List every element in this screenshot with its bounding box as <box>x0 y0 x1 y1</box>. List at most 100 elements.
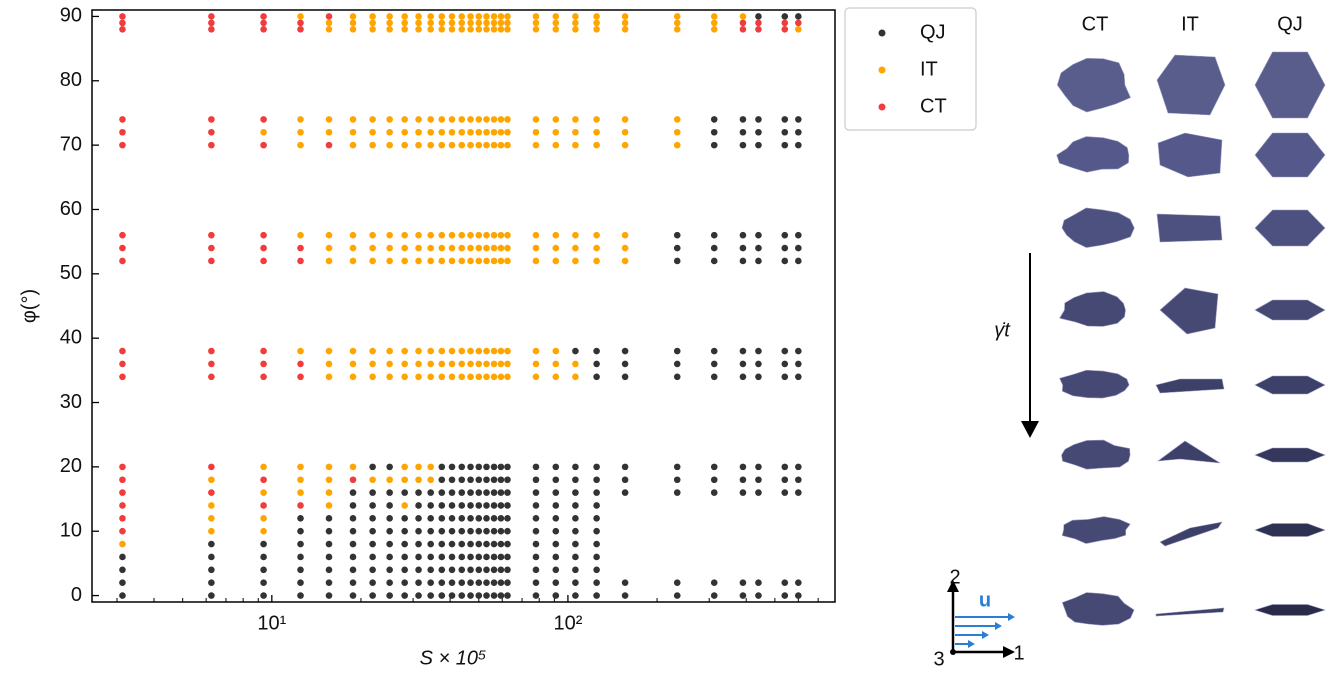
point <box>349 476 357 484</box>
point <box>260 489 267 496</box>
point <box>532 566 540 574</box>
point <box>325 373 333 381</box>
point <box>504 489 511 496</box>
point <box>467 19 474 27</box>
point <box>490 116 498 123</box>
point <box>795 257 802 265</box>
point <box>710 19 718 27</box>
column-header: IT <box>1181 13 1199 35</box>
point <box>458 13 466 20</box>
point <box>260 244 267 252</box>
point <box>795 489 802 496</box>
point <box>349 515 357 522</box>
point <box>260 373 267 381</box>
point <box>386 527 393 535</box>
point <box>739 476 747 484</box>
point <box>401 489 408 496</box>
point <box>349 360 357 368</box>
point <box>427 502 434 509</box>
point <box>427 540 434 548</box>
point <box>369 360 376 368</box>
point <box>593 26 600 33</box>
point <box>593 231 600 239</box>
point <box>673 579 681 586</box>
point <box>490 373 498 381</box>
point <box>504 257 511 265</box>
point <box>552 13 560 20</box>
point <box>438 244 446 252</box>
point <box>458 257 466 265</box>
point <box>532 515 540 522</box>
point <box>483 476 490 484</box>
point <box>781 128 789 136</box>
point <box>673 463 681 471</box>
sheet-shape <box>1159 521 1223 547</box>
point <box>415 566 422 574</box>
point <box>208 231 215 239</box>
point <box>458 527 466 535</box>
point <box>297 553 304 561</box>
point <box>427 13 434 20</box>
point <box>260 347 267 355</box>
point <box>386 26 393 33</box>
point <box>401 373 408 381</box>
point <box>781 476 789 484</box>
point <box>593 360 600 368</box>
point <box>427 347 434 355</box>
point <box>401 476 408 484</box>
point <box>593 128 600 136</box>
y-tick-label: 50 <box>60 262 82 284</box>
point <box>483 26 490 33</box>
point <box>755 579 762 586</box>
point <box>386 128 393 136</box>
point <box>572 360 579 368</box>
point <box>475 19 483 27</box>
point <box>755 489 762 496</box>
point <box>208 566 215 574</box>
point <box>438 515 446 522</box>
point <box>401 257 408 265</box>
point <box>260 360 267 368</box>
point <box>490 502 498 509</box>
x-tick-label: 10² <box>553 612 582 634</box>
point <box>781 257 789 265</box>
point <box>552 19 560 27</box>
point <box>532 527 540 535</box>
point <box>483 463 490 471</box>
point <box>755 19 762 27</box>
sheet-shape <box>1254 209 1326 247</box>
point <box>739 373 747 381</box>
point <box>349 231 357 239</box>
point <box>572 579 579 586</box>
point <box>325 579 333 586</box>
point <box>369 116 376 123</box>
point <box>386 463 393 471</box>
point <box>467 231 474 239</box>
point <box>448 515 456 522</box>
point <box>483 257 490 265</box>
point <box>490 19 498 27</box>
point <box>369 592 376 599</box>
point <box>386 13 393 20</box>
point <box>297 527 304 535</box>
point <box>325 527 333 535</box>
point <box>208 592 215 599</box>
point <box>497 231 505 239</box>
sheet-shape <box>1156 213 1223 243</box>
point <box>297 515 304 522</box>
point <box>415 540 422 548</box>
point <box>297 373 304 381</box>
point <box>448 476 456 484</box>
point <box>369 373 376 381</box>
point <box>369 515 376 522</box>
point <box>475 592 483 599</box>
legend-marker <box>878 103 886 111</box>
sheet-shape <box>1059 369 1130 399</box>
point <box>467 360 474 368</box>
point <box>475 373 483 381</box>
point <box>260 579 267 586</box>
point <box>438 13 446 20</box>
point <box>572 257 579 265</box>
point <box>497 579 505 586</box>
